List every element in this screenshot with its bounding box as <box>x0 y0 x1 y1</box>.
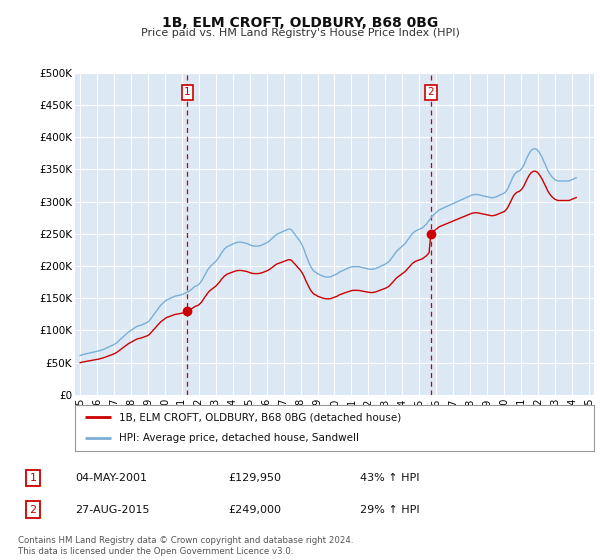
Text: £129,950: £129,950 <box>228 473 281 483</box>
Text: 1: 1 <box>29 473 37 483</box>
Text: 2: 2 <box>427 87 434 97</box>
Text: Contains HM Land Registry data © Crown copyright and database right 2024.
This d: Contains HM Land Registry data © Crown c… <box>18 536 353 556</box>
Text: 29% ↑ HPI: 29% ↑ HPI <box>360 505 419 515</box>
Text: Price paid vs. HM Land Registry's House Price Index (HPI): Price paid vs. HM Land Registry's House … <box>140 28 460 38</box>
Text: £249,000: £249,000 <box>228 505 281 515</box>
Text: 2: 2 <box>29 505 37 515</box>
Text: 27-AUG-2015: 27-AUG-2015 <box>75 505 149 515</box>
Text: 1B, ELM CROFT, OLDBURY, B68 0BG (detached house): 1B, ELM CROFT, OLDBURY, B68 0BG (detache… <box>119 412 401 422</box>
Text: 04-MAY-2001: 04-MAY-2001 <box>75 473 147 483</box>
Text: 1B, ELM CROFT, OLDBURY, B68 0BG: 1B, ELM CROFT, OLDBURY, B68 0BG <box>162 16 438 30</box>
Text: 1: 1 <box>184 87 191 97</box>
Text: HPI: Average price, detached house, Sandwell: HPI: Average price, detached house, Sand… <box>119 433 359 444</box>
Text: 43% ↑ HPI: 43% ↑ HPI <box>360 473 419 483</box>
